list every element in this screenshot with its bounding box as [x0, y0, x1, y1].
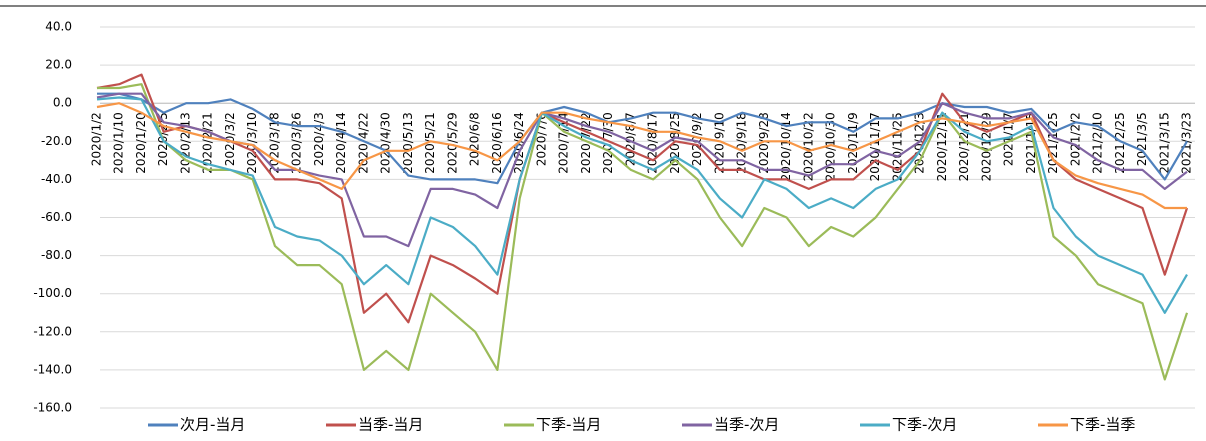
legend-label: 当季-次月 [714, 416, 779, 434]
x-tick-label: 2020/6/16 [490, 112, 504, 174]
x-tick-label: 2021/2/25 [1113, 112, 1127, 174]
x-tick-label: 2020/5/21 [423, 112, 437, 174]
x-tick-label: 2020/12/11 [935, 112, 949, 181]
y-tick-label: -20.0 [41, 134, 72, 148]
series-line [96, 92, 1188, 248]
x-tick-label: 2020/1/20 [134, 112, 148, 174]
x-tick-label: 2020/4/3 [312, 112, 326, 166]
x-tick-label: 2020/10/14 [779, 112, 793, 181]
x-tick-label: 2021/2/10 [1091, 112, 1105, 174]
legend-label: 下季-次月 [892, 416, 957, 434]
x-tick-label: 2020/9/28 [757, 112, 771, 174]
x-tick-label: 2020/8/17 [646, 112, 660, 174]
y-tick-label: -100.0 [33, 286, 72, 300]
x-tick-label: 2020/1/10 [112, 112, 126, 174]
x-tick-label: 2020/5/13 [401, 112, 415, 174]
x-tick-label: 2021/1/7 [1002, 112, 1016, 166]
x-tick-label: 2020/9/2 [690, 112, 704, 166]
y-tick-label: 0.0 [53, 96, 72, 110]
x-tick-label: 2020/6/8 [468, 112, 482, 166]
x-tick-label: 2020/3/26 [290, 112, 304, 174]
x-tick-label: 2021/3/15 [1157, 112, 1171, 174]
x-tick-label: 2020/3/10 [245, 112, 259, 174]
x-tick-label: 2020/7/30 [601, 112, 615, 174]
legend: 次月-当月 当季-当月 下季-当月 当季-次月 下季-次月 下季-当季 [148, 416, 1135, 434]
series-line [97, 92, 1188, 185]
series-line [96, 73, 1189, 324]
x-tick-label: 2021/2/2 [1068, 112, 1082, 166]
x-tick-label: 2020/5/29 [445, 112, 459, 174]
y-tick-label: 40.0 [45, 20, 72, 34]
series-line [96, 102, 1187, 210]
y-tick-label: -40.0 [41, 172, 72, 186]
y-tick-label: -60.0 [41, 210, 72, 224]
x-tick-label: 2020/11/25 [890, 112, 904, 181]
legend-label: 次月-当月 [180, 416, 245, 434]
x-tick-label: 2020/1/2 [90, 112, 104, 166]
x-tick-label: 2020/4/30 [379, 112, 393, 174]
x-tick-label: 2020/10/22 [801, 112, 815, 181]
y-tick-label: 20.0 [45, 58, 72, 72]
series-line [96, 96, 1188, 314]
x-tick-label: 2020/12/29 [979, 112, 993, 181]
x-tick-label: 2020/4/14 [334, 112, 348, 174]
legend-label: 下季-当月 [536, 416, 601, 434]
y-tick-label: -80.0 [41, 248, 72, 262]
series-line [97, 83, 1189, 381]
legend-label: 当季-当月 [358, 416, 423, 434]
y-tick-label: -160.0 [33, 401, 72, 415]
y-tick-label: -140.0 [33, 362, 72, 376]
legend-label: 下季-当季 [1070, 416, 1135, 434]
x-tick-label: 2020/9/18 [735, 112, 749, 174]
x-tick-label: 2020/9/10 [712, 112, 726, 174]
x-tick-label: 2020/3/2 [223, 112, 237, 166]
x-tick-label: 2021/3/5 [1135, 112, 1149, 166]
y-tick-label: -120.0 [33, 324, 72, 338]
x-tick-label: 2020/2/21 [201, 112, 215, 174]
x-tick-label: 2020/2/13 [178, 112, 192, 174]
x-tick-label: 2020/11/9 [846, 112, 860, 174]
